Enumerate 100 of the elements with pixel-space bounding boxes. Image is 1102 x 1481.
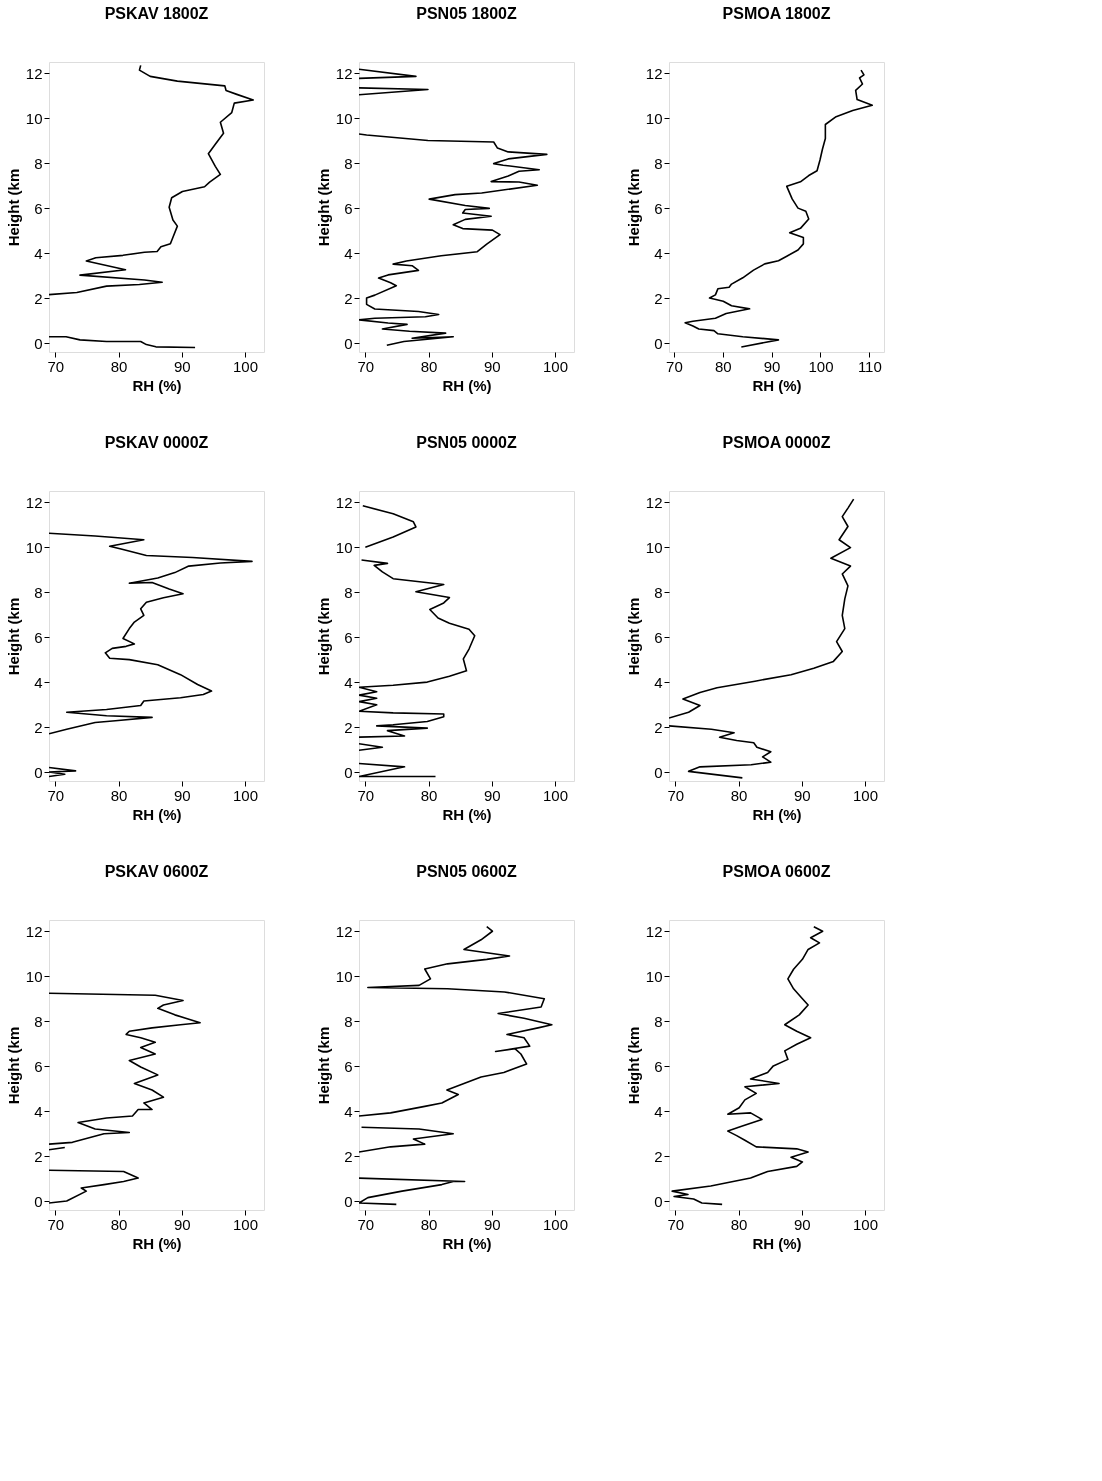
x-tick-label: 100 — [808, 357, 834, 375]
x-tick-label: 80 — [730, 786, 748, 804]
y-tick-label: 6 — [344, 199, 353, 217]
y-tick-label: 0 — [34, 334, 43, 352]
y-axis-title: Height (km — [314, 1026, 332, 1105]
y-tick-label: 8 — [34, 154, 43, 172]
y-tick-label: 10 — [335, 538, 353, 556]
y-tick-label: 10 — [25, 967, 43, 985]
x-tick-label: 70 — [666, 357, 683, 375]
x-tick-label: 90 — [793, 786, 811, 804]
x-tick-label: 100 — [233, 357, 259, 375]
y-tick-label: 0 — [34, 763, 43, 781]
y-tick-label: 6 — [654, 1057, 663, 1075]
chart-title: PSMOA 1800Z — [722, 5, 831, 22]
x-tick-label: 70 — [357, 1215, 375, 1233]
x-tick-label: 100 — [543, 357, 569, 375]
x-axis-title: RH (%) — [132, 805, 182, 823]
x-axis-title: RH (%) — [132, 376, 182, 394]
y-tick-label: 4 — [654, 1102, 663, 1120]
y-tick-label: 2 — [654, 718, 663, 736]
x-tick-label: 80 — [420, 1215, 438, 1233]
x-tick-label: 100 — [853, 786, 879, 804]
y-tick-label: 0 — [344, 763, 353, 781]
y-axis-title: Height (km — [624, 168, 642, 247]
x-tick-label: 80 — [110, 1215, 128, 1233]
y-tick-label: 4 — [344, 1102, 353, 1120]
chart-title: PSKAV 0600Z — [104, 863, 209, 880]
x-tick-label: 90 — [173, 1215, 191, 1233]
x-tick-label: 80 — [420, 786, 438, 804]
y-tick-label: 0 — [654, 334, 663, 352]
y-tick-label: 2 — [344, 1147, 353, 1165]
y-tick-label: 12 — [645, 493, 663, 511]
y-tick-label: 4 — [34, 673, 43, 691]
y-tick-label: 10 — [645, 967, 663, 985]
x-tick-label: 80 — [110, 786, 128, 804]
y-tick-label: 8 — [654, 583, 663, 601]
y-tick-label: 2 — [344, 718, 353, 736]
y-tick-label: 4 — [344, 673, 353, 691]
x-tick-label: 90 — [483, 1215, 501, 1233]
y-tick-label: 8 — [344, 583, 353, 601]
line-series — [671, 925, 824, 1206]
y-tick-label: 6 — [654, 628, 663, 646]
y-tick-label: 12 — [645, 922, 663, 940]
y-axis-title: Height (km — [4, 1026, 22, 1105]
chart-title: PSKAV 1800Z — [104, 5, 209, 22]
x-tick-label: 100 — [543, 786, 569, 804]
y-tick-label: 6 — [344, 628, 353, 646]
x-tick-label: 100 — [233, 1215, 259, 1233]
y-tick-label: 2 — [344, 289, 353, 307]
y-tick-label: 0 — [344, 334, 353, 352]
y-tick-label: 6 — [344, 1057, 353, 1075]
chart-title: PSN05 0600Z — [416, 863, 517, 880]
y-tick-label: 0 — [654, 1192, 663, 1210]
x-tick-label: 70 — [357, 786, 375, 804]
y-tick-label: 12 — [335, 493, 353, 511]
x-tick-label: 100 — [853, 1215, 879, 1233]
y-tick-label: 0 — [34, 1192, 43, 1210]
y-tick-label: 0 — [654, 763, 663, 781]
x-tick-label: 110 — [857, 357, 882, 375]
y-axis-title: Height (km — [314, 597, 332, 676]
chart-title: PSMOA 0600Z — [722, 863, 831, 880]
x-tick-label: 100 — [233, 786, 259, 804]
y-tick-label: 6 — [34, 199, 43, 217]
y-axis-title: Height (km — [4, 168, 22, 247]
y-tick-label: 4 — [34, 244, 43, 262]
y-tick-label: 2 — [654, 289, 663, 307]
y-tick-label: 12 — [335, 64, 353, 82]
x-tick-label: 70 — [667, 786, 685, 804]
y-tick-label: 6 — [654, 199, 663, 217]
y-tick-label: 8 — [654, 1012, 663, 1030]
line-series — [684, 69, 874, 348]
x-tick-label: 90 — [793, 1215, 811, 1233]
x-tick-label: 80 — [110, 357, 128, 375]
y-tick-label: 4 — [654, 244, 663, 262]
y-axis-title: Height (km — [4, 597, 22, 676]
y-tick-label: 10 — [335, 967, 353, 985]
y-tick-label: 2 — [34, 718, 43, 736]
y-tick-label: 12 — [25, 64, 43, 82]
y-tick-label: 0 — [344, 1192, 353, 1210]
x-axis-title: RH (%) — [442, 805, 492, 823]
y-tick-label: 10 — [645, 109, 663, 127]
y-tick-label: 2 — [34, 289, 43, 307]
x-axis-title: RH (%) — [132, 1234, 182, 1252]
x-axis-title: RH (%) — [752, 805, 802, 823]
y-tick-label: 12 — [25, 922, 43, 940]
x-tick-label: 80 — [420, 357, 438, 375]
x-tick-label: 90 — [483, 786, 501, 804]
x-axis-title: RH (%) — [752, 376, 802, 394]
y-tick-label: 8 — [34, 1012, 43, 1030]
x-tick-label: 70 — [357, 357, 375, 375]
y-axis-title: Height (km — [624, 1026, 642, 1105]
y-tick-label: 4 — [344, 244, 353, 262]
y-tick-label: 8 — [34, 583, 43, 601]
chart-title: PSN05 1800Z — [416, 5, 517, 22]
y-tick-label: 2 — [34, 1147, 43, 1165]
y-tick-label: 4 — [34, 1102, 43, 1120]
x-axis-title: RH (%) — [442, 376, 492, 394]
x-tick-label: 90 — [763, 357, 781, 375]
y-tick-label: 2 — [654, 1147, 663, 1165]
y-tick-label: 8 — [654, 154, 663, 172]
